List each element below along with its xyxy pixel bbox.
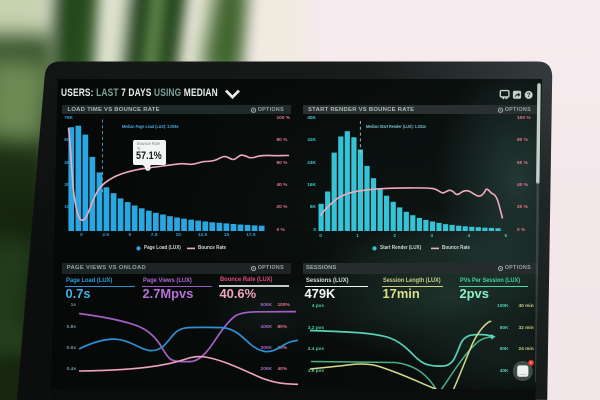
svg-text:?: ?: [527, 92, 531, 99]
